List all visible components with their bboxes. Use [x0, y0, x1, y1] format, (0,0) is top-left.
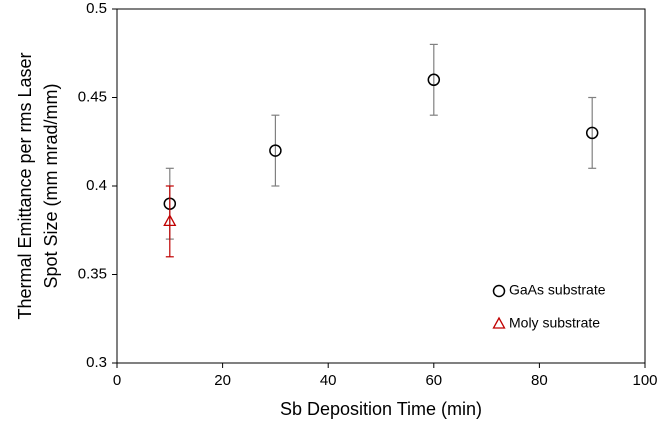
point	[269, 144, 282, 157]
x-tick-label: 20	[214, 372, 231, 389]
x-tick-label: 40	[320, 372, 337, 389]
legend-marker	[492, 316, 506, 329]
plot-frame	[116, 8, 646, 364]
y-tick-label: 0.35	[78, 265, 107, 282]
error-bar	[429, 43, 438, 116]
legend-label: GaAs substrate	[509, 282, 606, 298]
point	[427, 73, 441, 87]
y-tick-label: 0.5	[86, 0, 107, 17]
error-bar	[588, 96, 597, 169]
legend-label: Moly substrate	[509, 315, 600, 331]
x-tick-label: 100	[632, 372, 657, 389]
x-tick-label: 0	[113, 372, 121, 389]
error-bar	[165, 185, 174, 258]
y-axis-title: Thermal Emittance per rms Laser	[15, 52, 35, 319]
y-tick-label: 0.4	[86, 177, 107, 194]
x-tick-label: 60	[425, 372, 442, 389]
y-axis-title: Spot Size (mm mrad/mm)	[41, 83, 61, 288]
x-axis-title: Sb Deposition Time (min)	[280, 399, 482, 419]
y-tick-label: 0.45	[78, 88, 107, 105]
point	[163, 214, 177, 227]
legend-marker	[492, 284, 506, 298]
x-tick-label: 80	[531, 372, 548, 389]
error-bar	[271, 114, 280, 187]
point	[585, 126, 599, 140]
y-tick-label: 0.3	[86, 354, 107, 371]
